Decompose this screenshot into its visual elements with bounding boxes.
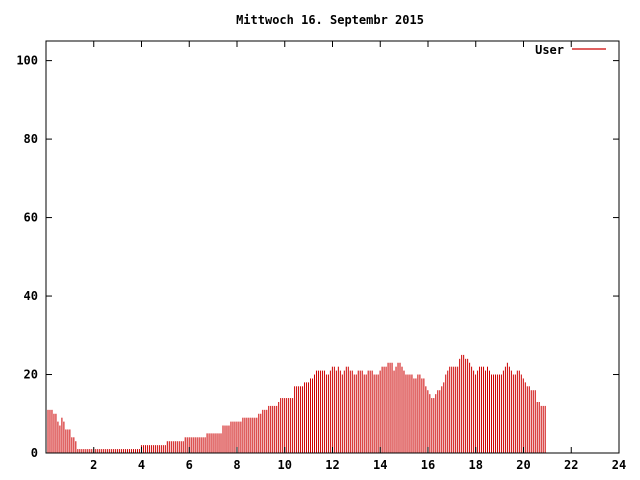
y-tick-label: 40 bbox=[24, 289, 38, 303]
y-tick-label: 80 bbox=[24, 132, 38, 146]
legend-label-user: User bbox=[535, 43, 564, 57]
x-tick-label: 18 bbox=[469, 458, 483, 472]
chart-title: Mittwoch 16. Septembr 2015 bbox=[236, 13, 424, 27]
x-tick-label: 12 bbox=[325, 458, 339, 472]
y-tick-label: 0 bbox=[31, 446, 38, 460]
legend: User bbox=[535, 43, 606, 57]
y-tick-label: 20 bbox=[24, 368, 38, 382]
y-tick-label: 60 bbox=[24, 211, 38, 225]
x-tick-label: 14 bbox=[373, 458, 387, 472]
x-tick-label: 10 bbox=[278, 458, 292, 472]
x-tick-label: 6 bbox=[186, 458, 193, 472]
x-tick-label: 24 bbox=[612, 458, 626, 472]
x-tick-label: 20 bbox=[516, 458, 530, 472]
bars-layer bbox=[45, 354, 546, 453]
x-tick-label: 8 bbox=[233, 458, 240, 472]
y-tick-label: 100 bbox=[16, 54, 38, 68]
x-tick-label: 16 bbox=[421, 458, 435, 472]
x-tick-label: 2 bbox=[90, 458, 97, 472]
x-tick-label: 22 bbox=[564, 458, 578, 472]
x-tick-label: 4 bbox=[138, 458, 145, 472]
